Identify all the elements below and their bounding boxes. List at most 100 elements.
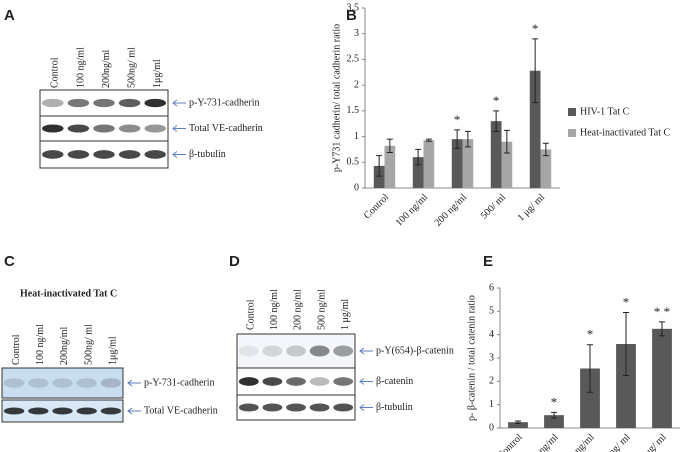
bar — [384, 145, 396, 188]
blot-band — [3, 407, 25, 415]
error-bar — [376, 155, 383, 177]
blot-band — [118, 150, 141, 159]
blot-band — [28, 378, 49, 388]
x-tick-label: Control — [495, 432, 525, 452]
lane-label: 500 ng/ml — [316, 289, 327, 330]
lane-label: 1μg/ml — [152, 59, 163, 88]
blot-band — [286, 345, 306, 357]
arrow-head — [359, 404, 365, 411]
blot-band — [67, 98, 90, 108]
band-label: p-Y(654)-β-catenin — [376, 345, 454, 356]
lane-label: 200ng/ml — [101, 49, 112, 88]
band-label: β-tubulin — [189, 149, 226, 160]
blot-band — [100, 407, 122, 415]
bar — [652, 328, 672, 428]
blot-band — [309, 377, 330, 386]
legend-label: HIV-1 Tat C — [580, 106, 630, 117]
lane-label: 500ng/ ml — [83, 324, 94, 365]
error-bar — [493, 110, 500, 132]
blot-band — [52, 407, 73, 415]
blot-band — [67, 124, 90, 133]
bar — [373, 165, 385, 188]
lane-label: Control — [50, 57, 61, 88]
blot-band — [262, 345, 283, 357]
band-label: p-Y-731-cadherin — [144, 377, 215, 388]
blot-band — [3, 378, 25, 388]
bar — [544, 415, 564, 428]
blot-band — [238, 377, 259, 386]
blot-band — [76, 378, 97, 388]
legend-label: Heat-inactivated Tat C — [580, 127, 671, 138]
error-bar — [551, 411, 557, 419]
blot-band — [118, 98, 141, 108]
blot-band — [262, 377, 283, 386]
y-tick-label: 3 — [489, 352, 494, 363]
y-axis-label: p- β-catenin / total catenin ratio — [466, 295, 477, 421]
arrow-head — [172, 151, 178, 158]
significance: * — [493, 93, 500, 108]
blot-band — [286, 377, 306, 386]
error-bar — [532, 38, 539, 104]
y-tick-label: 0.5 — [347, 157, 360, 168]
y-tick-label: 1 — [489, 399, 494, 410]
bar — [529, 70, 541, 188]
arrow-head — [172, 99, 178, 107]
x-tick-label: Control — [362, 192, 392, 222]
lane-label: 100 ng/ml — [75, 47, 86, 88]
blot-band — [144, 98, 166, 108]
error-bar — [454, 129, 461, 149]
blot-strip — [236, 333, 356, 369]
x-tick-label: 200 ng/ml — [433, 192, 470, 229]
blot-band — [42, 98, 64, 108]
x-tick-label: 1 μg/ ml — [637, 432, 669, 452]
blot-band — [144, 124, 166, 133]
y-tick-label: 2 — [354, 79, 359, 90]
y-axis-label: p-Y731 cadherin/ total cadherin ratio — [331, 24, 342, 172]
blot-band — [93, 150, 115, 159]
blot-band — [144, 150, 166, 159]
blot-band — [309, 345, 330, 357]
error-bar — [386, 138, 393, 154]
blot-strip — [1, 367, 124, 399]
panel-letter: E — [483, 253, 493, 270]
band-label: β-tubulin — [376, 402, 413, 413]
y-tick-label: 1 — [354, 131, 359, 142]
lane-label: Control — [11, 334, 22, 365]
error-bar — [587, 344, 593, 393]
significance: * * — [654, 304, 670, 319]
y-tick-label: 6 — [489, 282, 494, 293]
x-tick-label: 500 ng/ ml — [594, 432, 633, 452]
blot-band — [67, 150, 90, 159]
legend-swatch — [568, 108, 576, 116]
panel-letter: B — [346, 7, 357, 24]
error-bar — [515, 420, 521, 424]
bar — [508, 422, 528, 428]
bar — [423, 140, 435, 188]
x-tick-label: 500/ ml — [479, 192, 509, 222]
bar — [490, 121, 502, 188]
bar — [451, 139, 463, 188]
blot-band — [262, 403, 283, 412]
bar — [580, 368, 600, 428]
lane-label: Control — [245, 299, 256, 330]
blot-band — [100, 378, 122, 388]
band-label: Total VE-cadherin — [189, 123, 263, 134]
blot-band — [42, 124, 64, 133]
panel-letter: A — [4, 7, 15, 24]
y-tick-label: 5 — [489, 306, 494, 317]
error-bar — [425, 138, 432, 142]
arrow-head — [359, 347, 365, 355]
lane-label: 1 μg/ml — [340, 299, 351, 330]
significance: * — [623, 294, 630, 309]
lane-label: 1μg/ml — [108, 336, 119, 365]
bar — [501, 141, 513, 188]
blot-band — [238, 403, 259, 412]
band-label: β-catenin — [376, 376, 413, 387]
y-tick-label: 3.5 — [347, 2, 360, 13]
y-tick-label: 2.5 — [347, 54, 360, 65]
lane-label: 100 ng/ml — [35, 324, 46, 365]
error-bar — [659, 321, 665, 337]
significance: * — [551, 394, 558, 409]
y-tick-label: 0 — [489, 422, 494, 433]
